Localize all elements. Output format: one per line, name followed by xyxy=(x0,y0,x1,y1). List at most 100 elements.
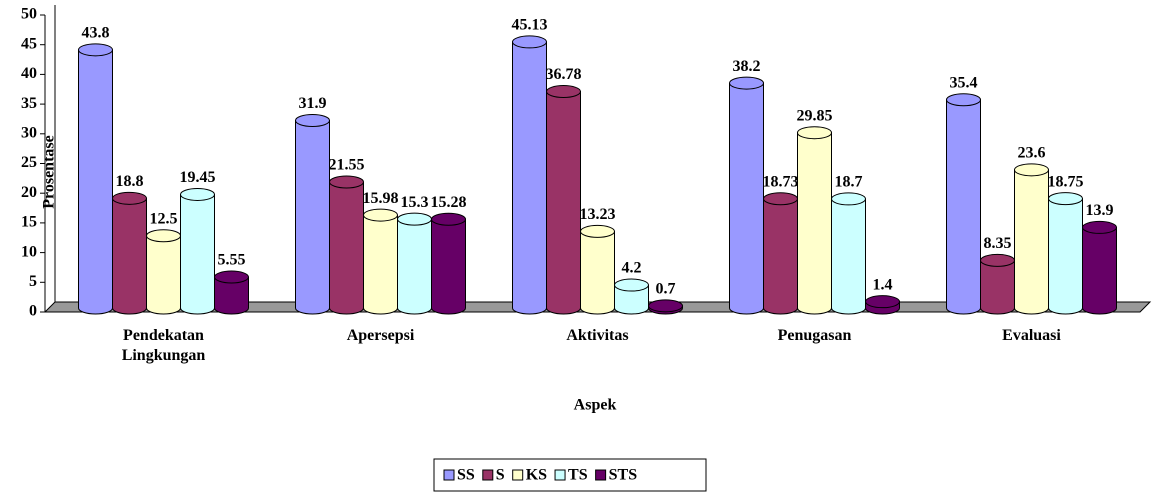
bar-body xyxy=(397,218,432,315)
y-tick-label: 15 xyxy=(21,214,37,231)
bar xyxy=(146,229,181,315)
bar xyxy=(980,253,1015,315)
data-label: 18.75 xyxy=(1048,173,1084,190)
y-tick-label: 20 xyxy=(21,184,37,201)
data-label: 19.45 xyxy=(180,169,216,186)
legend-label: SS xyxy=(457,467,475,484)
bar-top xyxy=(831,192,866,206)
data-label: 35.4 xyxy=(950,74,978,91)
bar-body xyxy=(180,193,215,315)
bar-body xyxy=(729,82,764,315)
bar-top xyxy=(614,278,649,292)
data-label: 23.6 xyxy=(1018,144,1046,161)
data-label: 45.13 xyxy=(512,17,548,34)
bar-body xyxy=(980,259,1015,315)
bar xyxy=(648,299,683,315)
data-label: 0.7 xyxy=(656,281,676,298)
y-tick-label: 25 xyxy=(21,154,37,171)
bar-body xyxy=(214,276,249,315)
y-tick-label: 5 xyxy=(29,273,37,290)
legend-label: STS xyxy=(609,467,638,484)
x-tick-label: Pendekatan Lingkungan xyxy=(121,327,206,364)
data-label: 15.3 xyxy=(401,194,429,211)
x-tick-label: Penugasan xyxy=(777,327,852,344)
data-label: 8.35 xyxy=(984,235,1012,252)
bar-body xyxy=(946,99,981,315)
data-label: 18.8 xyxy=(116,173,144,190)
bar-body xyxy=(512,41,547,315)
legend-swatch xyxy=(595,469,607,481)
bar-top xyxy=(1082,220,1117,234)
bar-top xyxy=(363,208,398,222)
bar xyxy=(831,192,866,315)
bar-top xyxy=(329,175,364,189)
data-label: 13.9 xyxy=(1086,202,1114,219)
bar-top xyxy=(146,229,181,243)
data-label: 31.9 xyxy=(299,95,327,112)
data-label: 18.73 xyxy=(763,173,799,190)
bar xyxy=(1014,163,1049,315)
bar-body xyxy=(546,91,581,315)
bar-body xyxy=(78,49,113,315)
bar-top xyxy=(763,192,798,206)
bar-top xyxy=(865,295,900,309)
bar-body xyxy=(1082,226,1117,315)
bar xyxy=(580,224,615,315)
y-tick-label: 40 xyxy=(21,65,37,82)
data-label: 1.4 xyxy=(873,276,893,293)
bar-body xyxy=(1014,169,1049,315)
data-label: 13.23 xyxy=(580,206,616,223)
x-tick-label: Apersepsi xyxy=(346,327,415,344)
data-label: 21.55 xyxy=(329,157,365,174)
legend-label: TS xyxy=(568,467,588,484)
data-label: 38.2 xyxy=(733,58,761,75)
bar-body xyxy=(363,214,398,315)
bar xyxy=(763,192,798,315)
bar xyxy=(865,295,900,315)
bar-top xyxy=(397,212,432,226)
data-label: 43.8 xyxy=(82,24,110,41)
legend-label: S xyxy=(496,467,505,484)
bar xyxy=(112,191,147,315)
x-axis-label: Aspek xyxy=(574,397,617,414)
data-label: 18.7 xyxy=(835,174,863,191)
bar-top xyxy=(729,76,764,90)
bar-top xyxy=(512,35,547,49)
bar-top xyxy=(546,85,581,99)
bar xyxy=(946,93,981,315)
bar xyxy=(546,85,581,315)
bar-body xyxy=(797,132,832,315)
bar-body xyxy=(295,120,330,315)
bar xyxy=(512,35,547,315)
data-label: 15.28 xyxy=(431,194,467,211)
bar-top xyxy=(797,126,832,140)
bar-top xyxy=(180,187,215,201)
bar-body xyxy=(112,197,147,315)
y-tick-label: 45 xyxy=(21,35,37,52)
legend-label: KS xyxy=(526,467,547,484)
bar-top xyxy=(431,212,466,226)
legend-swatch xyxy=(554,469,566,481)
bar xyxy=(614,278,649,315)
bar-top xyxy=(1048,192,1083,206)
y-tick-label: 10 xyxy=(21,243,37,260)
y-tick-label: 30 xyxy=(21,124,37,141)
legend-swatch xyxy=(482,469,494,481)
bar xyxy=(729,76,764,315)
bar-top xyxy=(78,43,113,57)
bar xyxy=(214,270,249,315)
bar xyxy=(180,187,215,315)
data-label: 12.5 xyxy=(150,210,178,227)
bar-top xyxy=(648,299,683,313)
bar xyxy=(295,114,330,315)
bar-body xyxy=(763,198,798,315)
bar xyxy=(797,126,832,315)
bar xyxy=(1048,192,1083,315)
bar-body xyxy=(1048,198,1083,315)
data-label: 29.85 xyxy=(797,107,833,124)
y-tick-label: 0 xyxy=(29,303,37,320)
bar-body xyxy=(831,198,866,315)
bar-top xyxy=(214,270,249,284)
